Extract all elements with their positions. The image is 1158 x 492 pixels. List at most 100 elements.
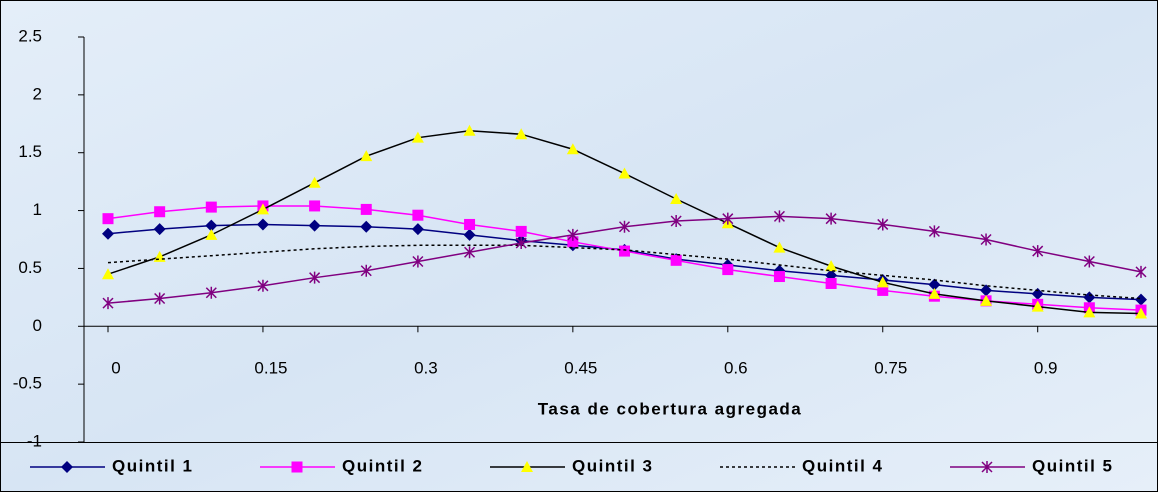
marker (154, 206, 166, 218)
marker (205, 286, 217, 299)
marker (521, 461, 533, 472)
x-tick-label: 0.45 (564, 358, 597, 377)
marker (567, 236, 579, 248)
marker (670, 254, 682, 266)
marker (464, 246, 476, 259)
y-tick-label: 2.5 (18, 26, 42, 45)
legend-label: Quintil 4 (802, 456, 884, 475)
marker (877, 218, 889, 231)
series (107, 244, 1142, 300)
legend-label: Quintil 5 (1032, 456, 1114, 475)
legend-item: Quintil 3 (490, 456, 654, 475)
legend-item: Quintil 4 (720, 456, 884, 475)
y-tick-label: 1 (33, 200, 42, 219)
marker (154, 292, 166, 305)
marker (412, 255, 424, 268)
x-tick-label: 0 (111, 358, 120, 377)
marker (102, 213, 114, 225)
marker (515, 236, 527, 249)
legend-item: Quintil 5 (950, 456, 1114, 475)
marker (291, 461, 303, 473)
marker (102, 227, 114, 240)
marker (102, 297, 114, 310)
marker (618, 167, 631, 179)
marker (205, 219, 218, 232)
marker (61, 461, 73, 473)
y-tick-label: -1 (27, 431, 42, 450)
x-axis-title: Tasa de cobertura agregada (538, 399, 803, 418)
marker (980, 233, 992, 246)
marker (877, 284, 889, 296)
legend-item: Quintil 1 (30, 456, 194, 475)
marker (670, 214, 682, 227)
marker (205, 201, 217, 213)
marker (773, 210, 785, 223)
marker (309, 271, 321, 284)
marker (360, 220, 373, 233)
marker (567, 228, 579, 241)
y-tick-label: 1.5 (18, 142, 42, 161)
y-tick-label: 0 (33, 316, 42, 335)
marker (463, 124, 476, 136)
marker (464, 218, 476, 230)
marker (825, 212, 837, 225)
marker (205, 228, 218, 240)
marker (360, 150, 373, 162)
marker (928, 225, 940, 238)
marker (773, 271, 785, 283)
marker (411, 131, 424, 143)
marker (566, 143, 579, 155)
marker (153, 223, 166, 236)
marker (722, 264, 734, 276)
marker (1031, 300, 1044, 312)
legend-label: Quintil 2 (342, 456, 424, 475)
marker (825, 277, 837, 289)
marker (309, 200, 321, 212)
marker (360, 203, 372, 215)
marker (928, 278, 941, 291)
marker (1083, 306, 1096, 318)
series-line (107, 244, 1142, 300)
x-tick-label: 0.9 (1034, 358, 1058, 377)
marker (876, 276, 889, 288)
marker (515, 225, 527, 237)
marker (1135, 307, 1147, 319)
marker (256, 218, 269, 231)
marker (1032, 245, 1044, 258)
marker (1031, 287, 1044, 300)
y-tick-label: 2 (33, 84, 42, 103)
marker (670, 193, 683, 204)
marker (411, 223, 424, 236)
marker (928, 287, 941, 299)
marker (980, 294, 993, 306)
x-tick-label: 0.3 (414, 358, 438, 377)
y-tick-label: -0.5 (13, 374, 42, 393)
marker (619, 245, 630, 257)
marker (1083, 255, 1095, 268)
legend-label: Quintil 1 (112, 456, 194, 475)
marker (102, 268, 114, 280)
marker (722, 212, 734, 225)
marker (773, 241, 786, 253)
x-tick-label: 0.15 (254, 358, 287, 377)
marker (515, 128, 528, 140)
marker (981, 461, 993, 473)
y-tick-label: 0.5 (18, 258, 42, 277)
marker (308, 219, 321, 232)
marker (308, 176, 321, 188)
marker (463, 228, 476, 241)
x-tick-label: 0.75 (874, 358, 907, 377)
marker (618, 220, 631, 233)
marker (1135, 293, 1147, 306)
legend-item: Quintil 2 (260, 456, 424, 475)
marker (980, 284, 993, 297)
legend-label: Quintil 3 (572, 456, 654, 475)
series (102, 210, 1147, 310)
marker (825, 260, 838, 272)
marker (360, 264, 372, 277)
marker (256, 203, 269, 215)
marker (412, 209, 424, 221)
marker (1083, 291, 1096, 304)
x-tick-label: 0.6 (724, 358, 748, 377)
